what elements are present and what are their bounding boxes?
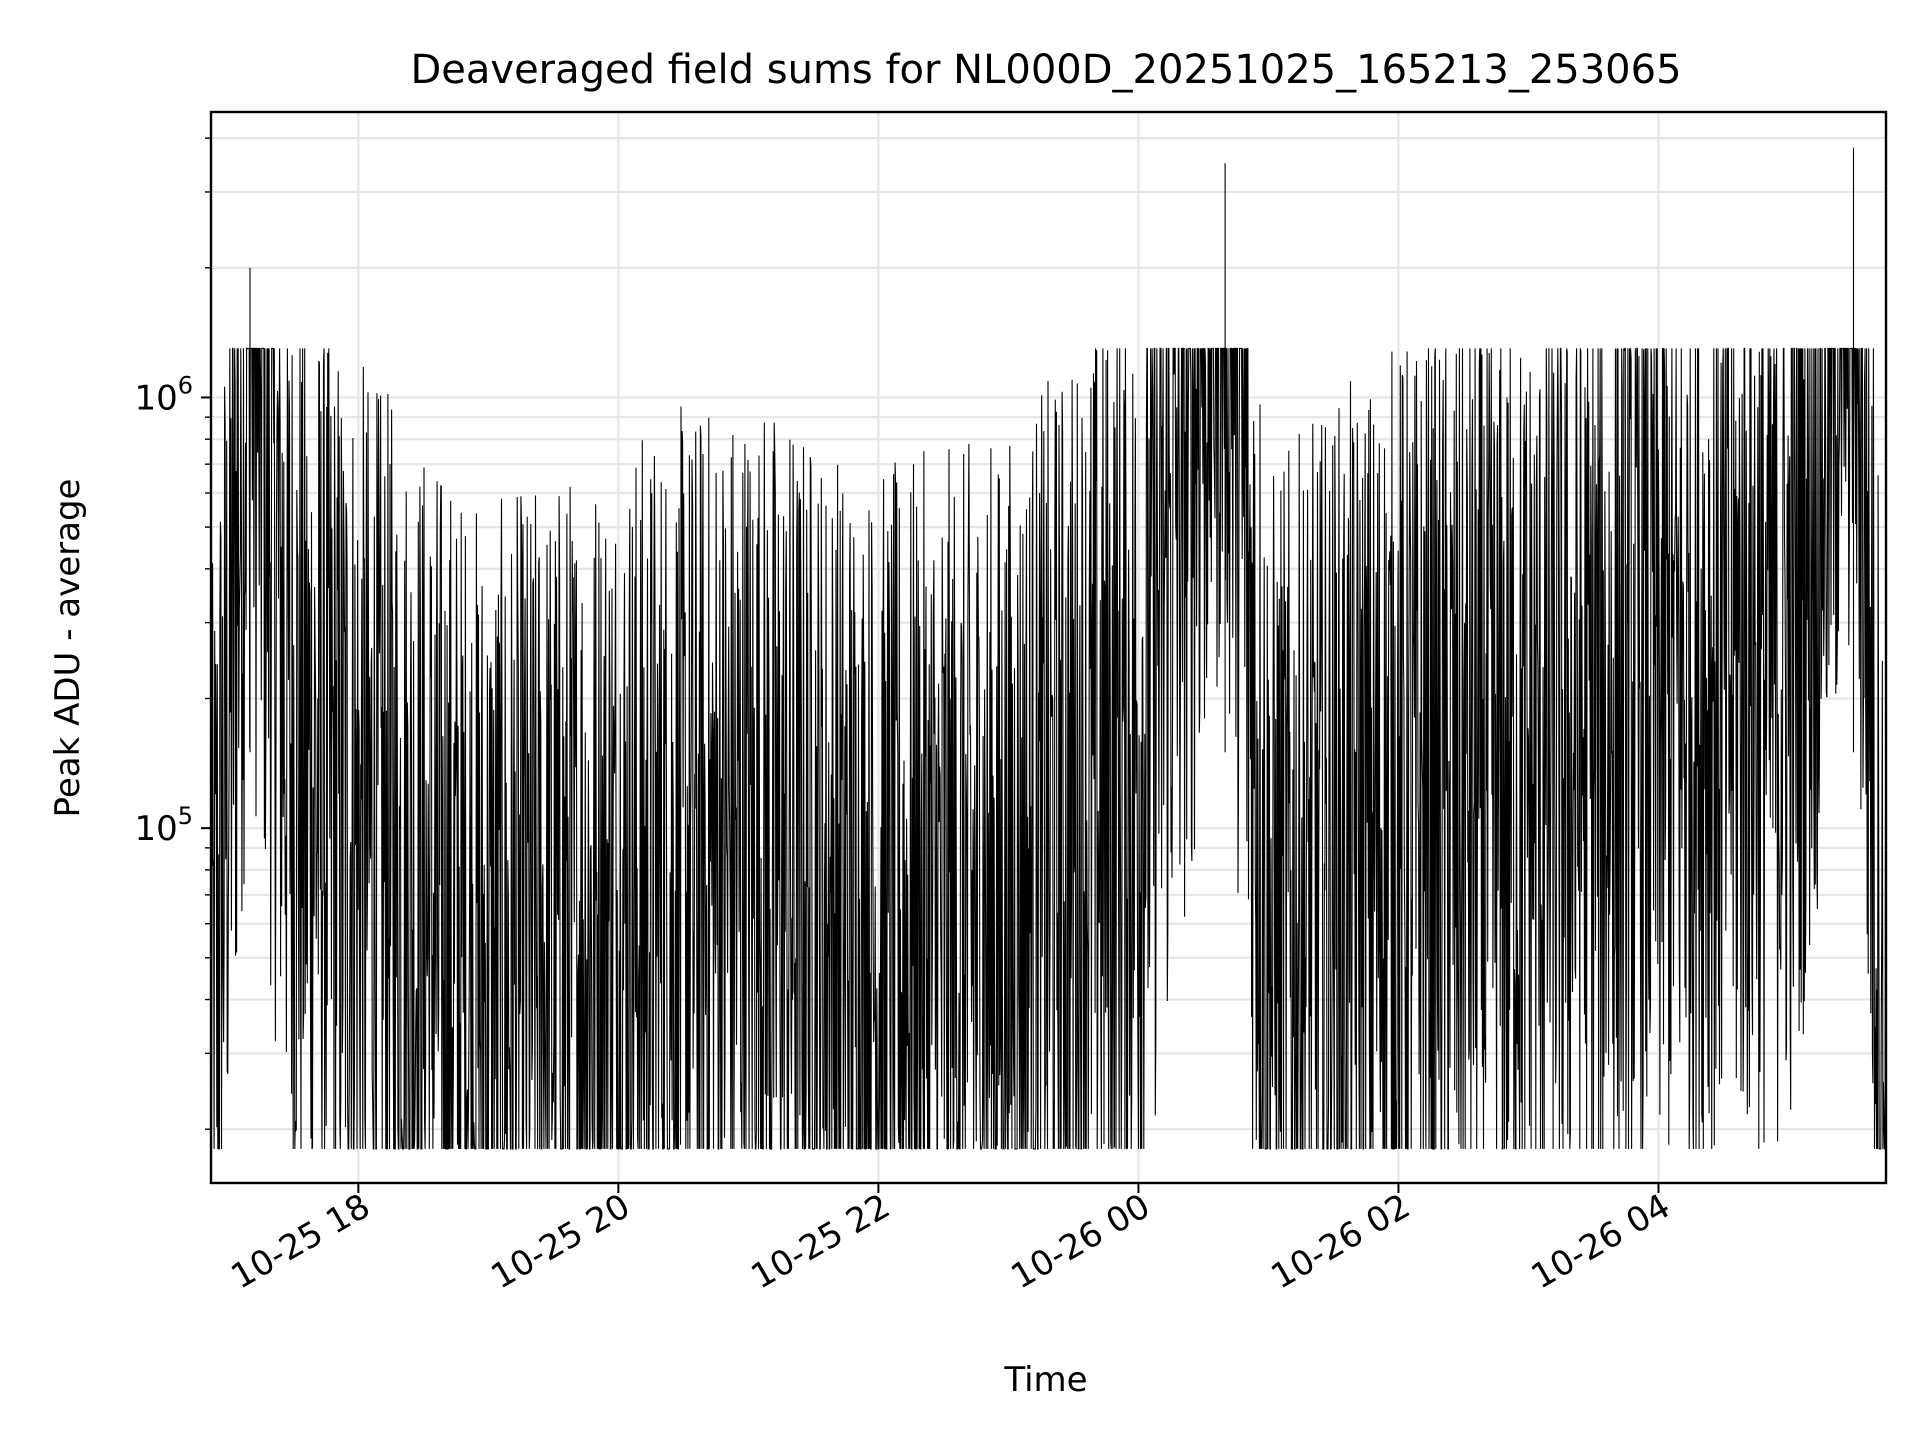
y-axis-label: Peak ADU - average [48, 479, 88, 818]
y-axis: 105 106 [134, 137, 211, 1130]
y-tick-label: 106 [134, 371, 193, 418]
x-axis-label: Time [1003, 1360, 1087, 1400]
y-tick-label: 105 [134, 802, 193, 849]
chart-title: Deaveraged field sums for NL000D_2025102… [410, 47, 1681, 93]
series-layer [210, 147, 1887, 1151]
series-line [210, 147, 1887, 1151]
plot-frame [209, 110, 1888, 1185]
